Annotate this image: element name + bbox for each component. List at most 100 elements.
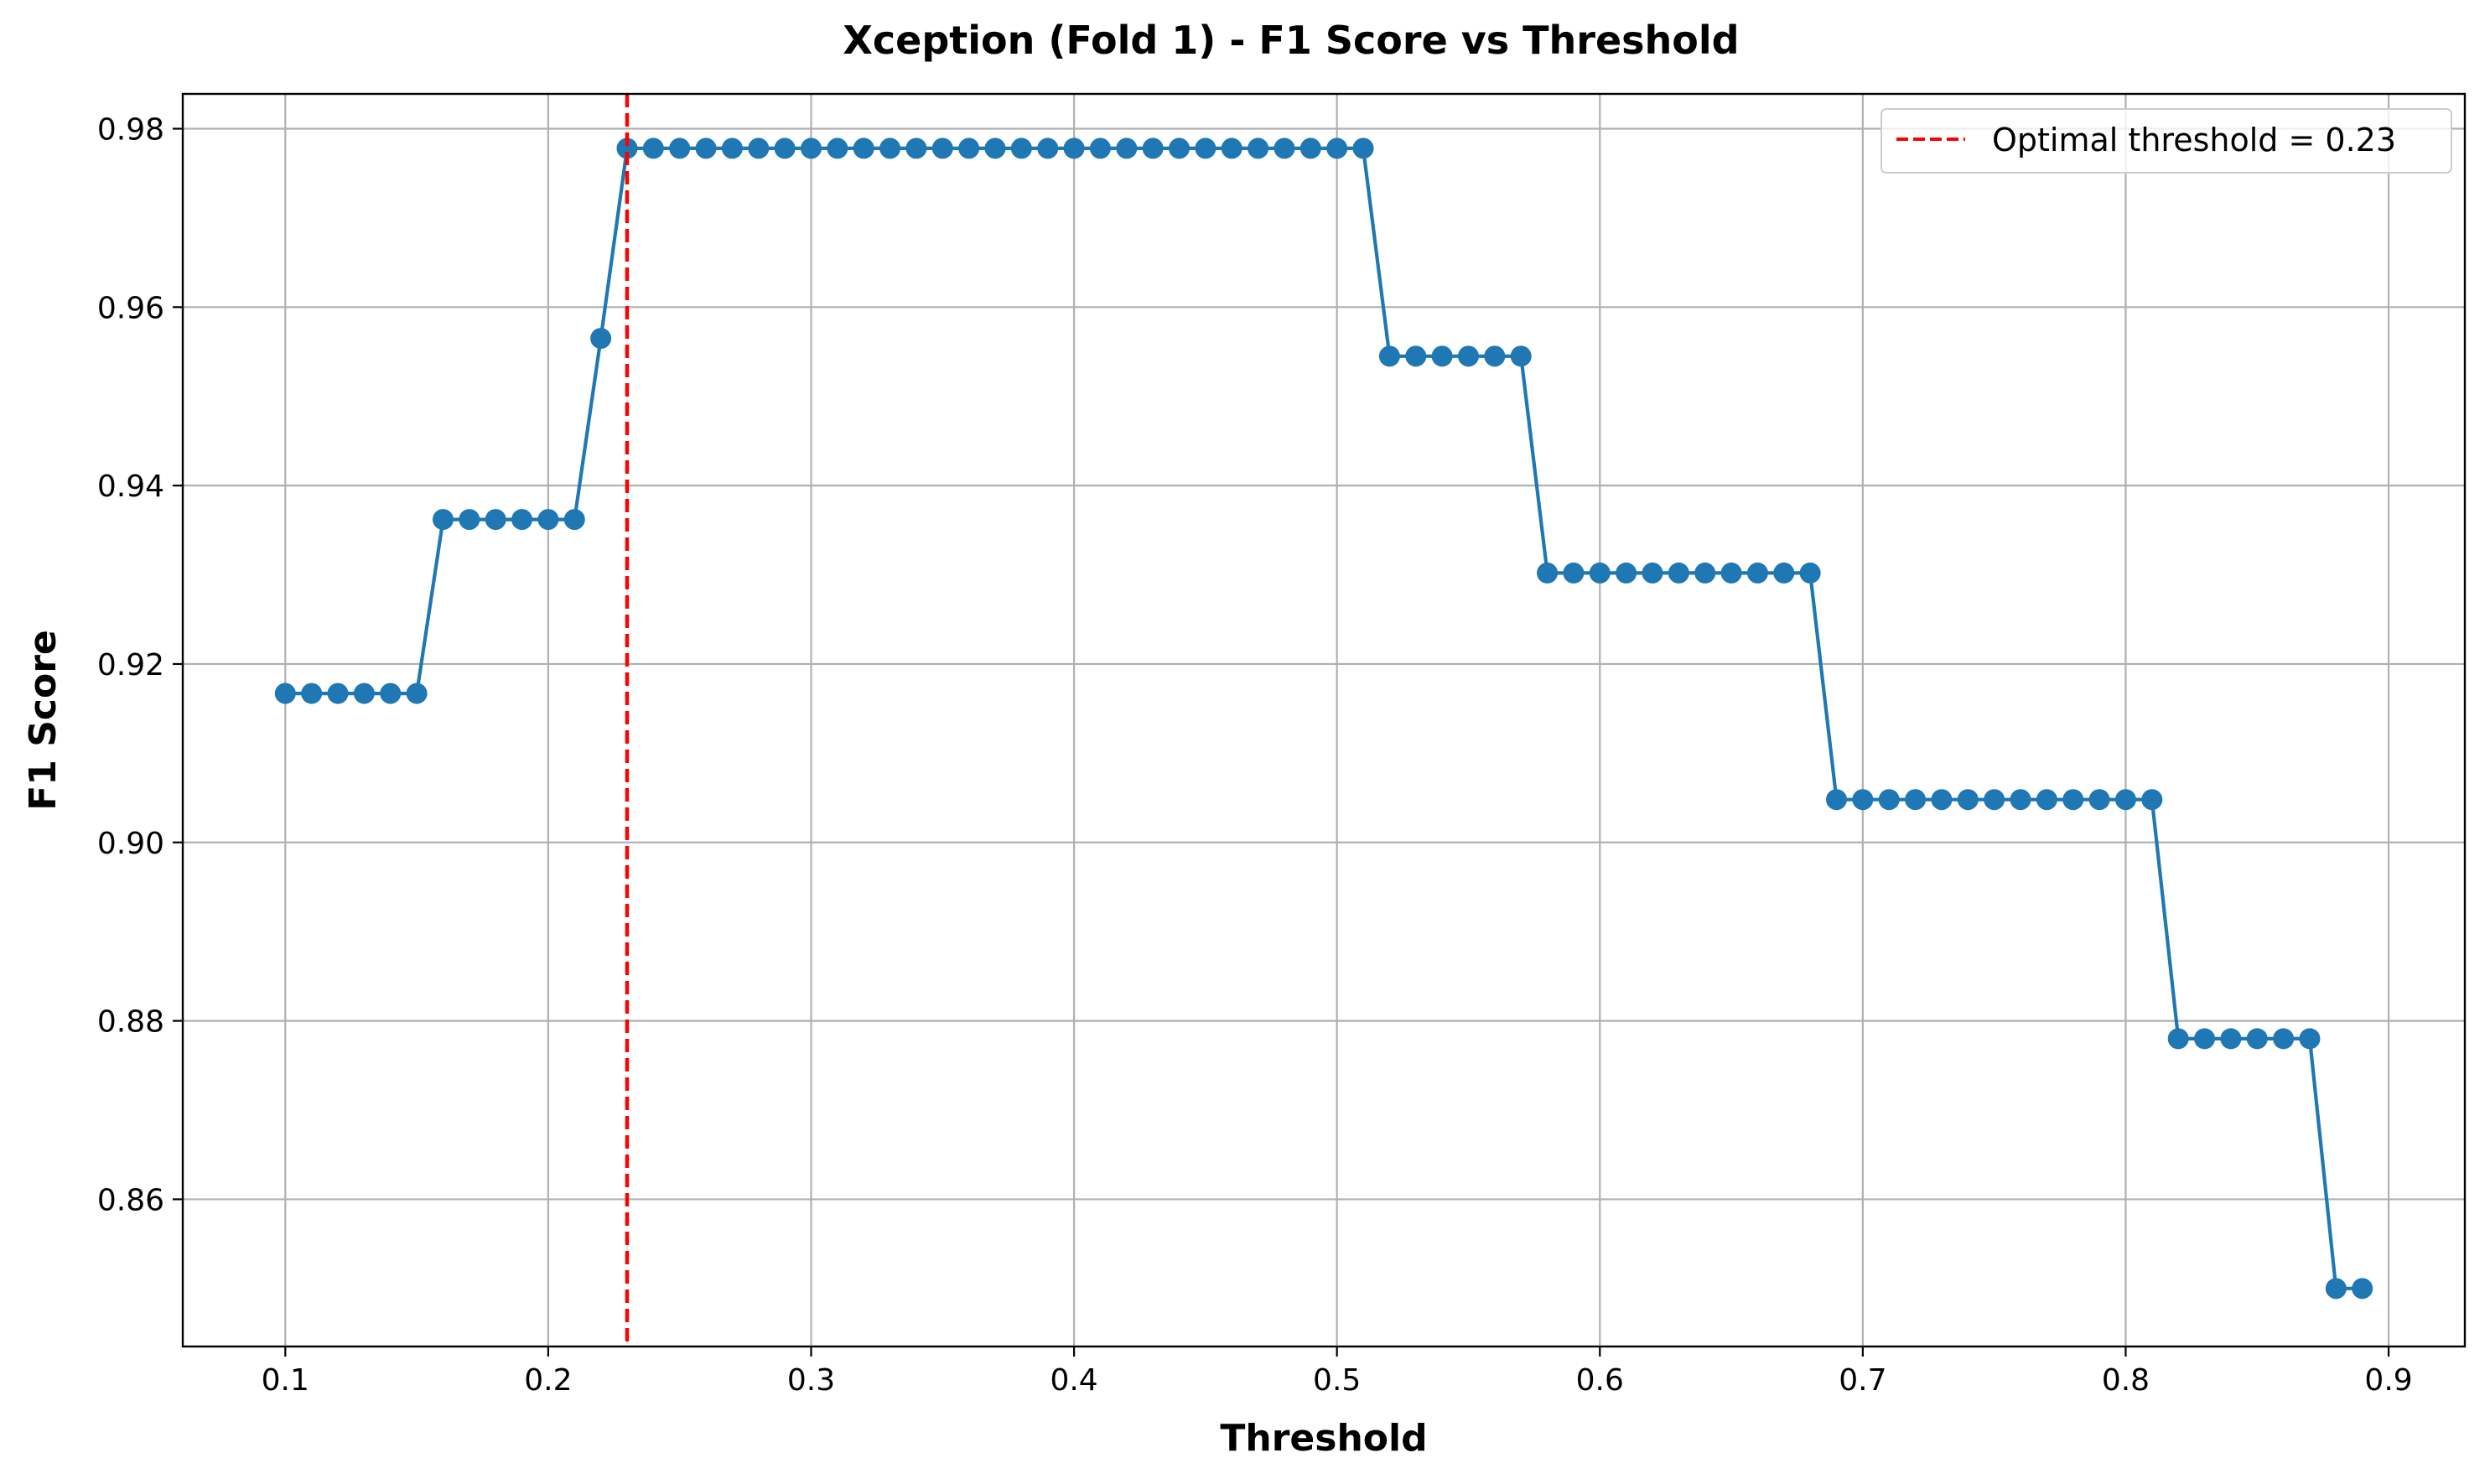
data-point (1221, 138, 1242, 159)
x-axis-label: Threshold (1220, 1417, 1427, 1460)
data-point (1274, 138, 1295, 159)
data-point (1746, 562, 1768, 584)
data-point (1378, 345, 1400, 367)
data-point (2062, 789, 2084, 811)
data-point (274, 682, 296, 704)
data-point (2299, 1028, 2321, 1050)
data-point (1931, 789, 1953, 811)
grid (183, 94, 2465, 1346)
data-point (1142, 138, 1164, 159)
data-point (2220, 1028, 2242, 1050)
data-point (1799, 562, 1821, 584)
data-point (1720, 562, 1742, 584)
data-point (1984, 789, 2005, 811)
data-point (827, 138, 848, 159)
data-point (2088, 789, 2110, 811)
legend-box (1880, 108, 2452, 174)
data-point (1089, 138, 1111, 159)
x-axis: 0.1 0.2 0.3 0.4 0.5 0.6 0.7 0.8 0.9 (262, 1346, 2413, 1398)
chart-title: Xception (Fold 1) - F1 Score vs Threshol… (843, 18, 1739, 63)
data-point (616, 138, 638, 159)
data-point (459, 509, 480, 531)
data-point (2194, 1028, 2216, 1050)
x-tick-label: 0.2 (524, 1363, 572, 1398)
data-point (669, 138, 691, 159)
data-point (2036, 789, 2057, 811)
data-point (2273, 1028, 2295, 1050)
data-point (1352, 138, 1374, 159)
data-point (1484, 345, 1506, 367)
plot-frame (181, 92, 2467, 1348)
data-point (1063, 138, 1085, 159)
data-point (1563, 562, 1585, 584)
data-point (380, 682, 402, 704)
data-point (1116, 138, 1138, 159)
x-tick-label: 0.5 (1313, 1363, 1361, 1398)
data-point (406, 682, 428, 704)
data-point (931, 138, 953, 159)
data-point (537, 509, 559, 531)
data-point (1169, 138, 1191, 159)
data-point (1905, 789, 1927, 811)
y-tick-label: 0.88 (97, 1005, 164, 1040)
data-point (774, 138, 796, 159)
data-point (1326, 138, 1348, 159)
x-tick-label: 0.7 (1839, 1363, 1886, 1398)
data-point (958, 138, 980, 159)
data-point (721, 138, 743, 159)
x-tick-label: 0.9 (2364, 1363, 2412, 1398)
y-tick-label: 0.96 (97, 291, 164, 325)
data-point (642, 138, 664, 159)
data-point (301, 682, 323, 704)
data-point (2141, 789, 2163, 811)
data-point (1668, 562, 1689, 584)
data-point (1010, 138, 1032, 159)
data-point (1299, 138, 1321, 159)
data-point (1957, 789, 1979, 811)
plot-area (274, 94, 2373, 1346)
data-point (2352, 1278, 2373, 1300)
data-point (879, 138, 901, 159)
data-point (1589, 562, 1611, 584)
x-tick-label: 0.3 (787, 1363, 835, 1398)
data-point (1457, 345, 1479, 367)
data-point (485, 509, 506, 531)
data-point (905, 138, 927, 159)
data-point (1405, 345, 1427, 367)
data-point (2246, 1028, 2268, 1050)
legend-entry-optimal-threshold: Optimal threshold = 0.23 (1992, 122, 2396, 158)
x-tick-label: 0.1 (262, 1363, 309, 1398)
data-point (1852, 789, 1874, 811)
data-point (432, 509, 454, 531)
data-point (2114, 789, 2136, 811)
data-point (1510, 345, 1532, 367)
y-axis: 0.86 0.88 0.90 0.92 0.94 0.96 0.98 (97, 113, 183, 1217)
data-point (1537, 562, 1559, 584)
x-tick-label: 0.4 (1050, 1363, 1097, 1398)
y-tick-label: 0.98 (97, 113, 164, 148)
data-point (590, 328, 612, 350)
data-point (2325, 1278, 2347, 1300)
y-axis-label: F1 Score (22, 630, 65, 811)
data-point (1248, 138, 1269, 159)
y-tick-label: 0.94 (97, 470, 164, 504)
x-tick-label: 0.8 (2102, 1363, 2150, 1398)
data-point (1878, 789, 1900, 811)
data-point (984, 138, 1006, 159)
data-point (853, 138, 874, 159)
data-point (2010, 789, 2031, 811)
data-point (748, 138, 770, 159)
data-point (1826, 789, 1848, 811)
data-point (563, 509, 585, 531)
data-point (1195, 138, 1216, 159)
data-point (1431, 345, 1453, 367)
y-tick-label: 0.86 (97, 1183, 164, 1217)
data-point (327, 682, 349, 704)
y-tick-label: 0.90 (97, 827, 164, 861)
data-point (511, 509, 533, 531)
data-point (353, 682, 375, 704)
y-tick-label: 0.92 (97, 648, 164, 682)
x-tick-label: 0.6 (1576, 1363, 1624, 1398)
